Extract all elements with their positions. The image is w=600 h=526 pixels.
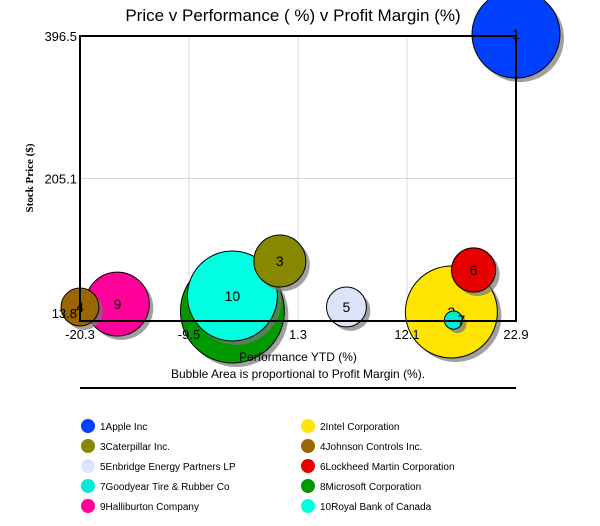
legend-label: 9Halliburton Company (100, 502, 199, 513)
x-tick-label: -9.5 (178, 327, 200, 342)
x-axis-label: Performance YTD (%) (239, 350, 357, 364)
legend-swatch (81, 479, 95, 493)
x-tick-label: 12.1 (394, 327, 419, 342)
legend-item: 9Halliburton Company (81, 499, 199, 513)
legend-label: 4Johnson Controls Inc. (320, 442, 422, 453)
legend-swatch (81, 499, 95, 513)
y-tick-label: 205.1 (44, 172, 77, 187)
legend-swatch (301, 459, 315, 473)
bubble-label: 1 (512, 26, 520, 42)
bubble-label: 5 (343, 299, 351, 315)
bubble-label: 3 (276, 253, 284, 269)
bubble-9: 9 (84, 271, 154, 340)
x-tick-label: 1.3 (289, 327, 307, 342)
y-tick-label: 13.8 (52, 306, 77, 321)
bubble-circle (253, 234, 307, 288)
legend-item: 5Enbridge Energy Partners LP (81, 459, 236, 473)
bubble-circle (186, 250, 278, 342)
legend-item: 6Lockheed Martin Corporation (301, 459, 455, 473)
legend-label: 5Enbridge Energy Partners LP (100, 462, 236, 473)
bubble-label: 6 (470, 262, 478, 278)
legend-swatch (81, 419, 95, 433)
legend-label: 2Intel Corporation (320, 422, 400, 433)
legend-item: 4Johnson Controls Inc. (301, 439, 422, 453)
bubble-5: 5 (326, 286, 371, 331)
bubble-circle (451, 247, 497, 293)
legend-swatch (301, 439, 315, 453)
legend-label: 6Lockheed Martin Corporation (320, 462, 455, 473)
bubble-label: 10 (225, 288, 241, 304)
bubble-6: 6 (451, 247, 500, 297)
legend-item: 3Caterpillar Inc. (81, 439, 170, 453)
y-axis-label: Stock Price ($) (24, 143, 36, 212)
legend-swatch (301, 479, 315, 493)
legend-swatch (81, 439, 95, 453)
bubble-label: 9 (113, 296, 121, 312)
x-tick-label: -20.3 (65, 327, 95, 342)
legend-item: 7Goodyear Tire & Rubber Co (81, 479, 230, 493)
legend-swatch (301, 419, 315, 433)
legend-item: 2Intel Corporation (301, 419, 400, 433)
legend-label: 7Goodyear Tire & Rubber Co (100, 482, 230, 493)
plot-frame (79, 35, 517, 322)
chart-title: Price v Performance ( %) v Profit Margin… (125, 6, 460, 25)
legend-label: 1Apple Inc (100, 422, 147, 433)
x-tick-label: 22.9 (503, 327, 528, 342)
bubble-10: 10 (186, 250, 282, 345)
legend-label: 10Royal Bank of Canada (320, 502, 432, 513)
legend-label: 8Microsoft Corporation (320, 482, 421, 493)
bubble-size-note: Bubble Area is proportional to Profit Ma… (171, 367, 425, 381)
y-tick-label: 396.5 (44, 29, 77, 44)
bubble-3: 3 (253, 234, 310, 291)
legend-swatch (301, 499, 315, 513)
bubble-circle (326, 286, 367, 328)
legend-swatch (81, 459, 95, 473)
legend-label: 3Caterpillar Inc. (100, 442, 170, 453)
legend-item: 8Microsoft Corporation (301, 479, 421, 493)
bubble-1: 1 (471, 0, 564, 83)
legend-item: 1Apple Inc (81, 419, 147, 433)
legend-item: 10Royal Bank of Canada (301, 499, 432, 513)
